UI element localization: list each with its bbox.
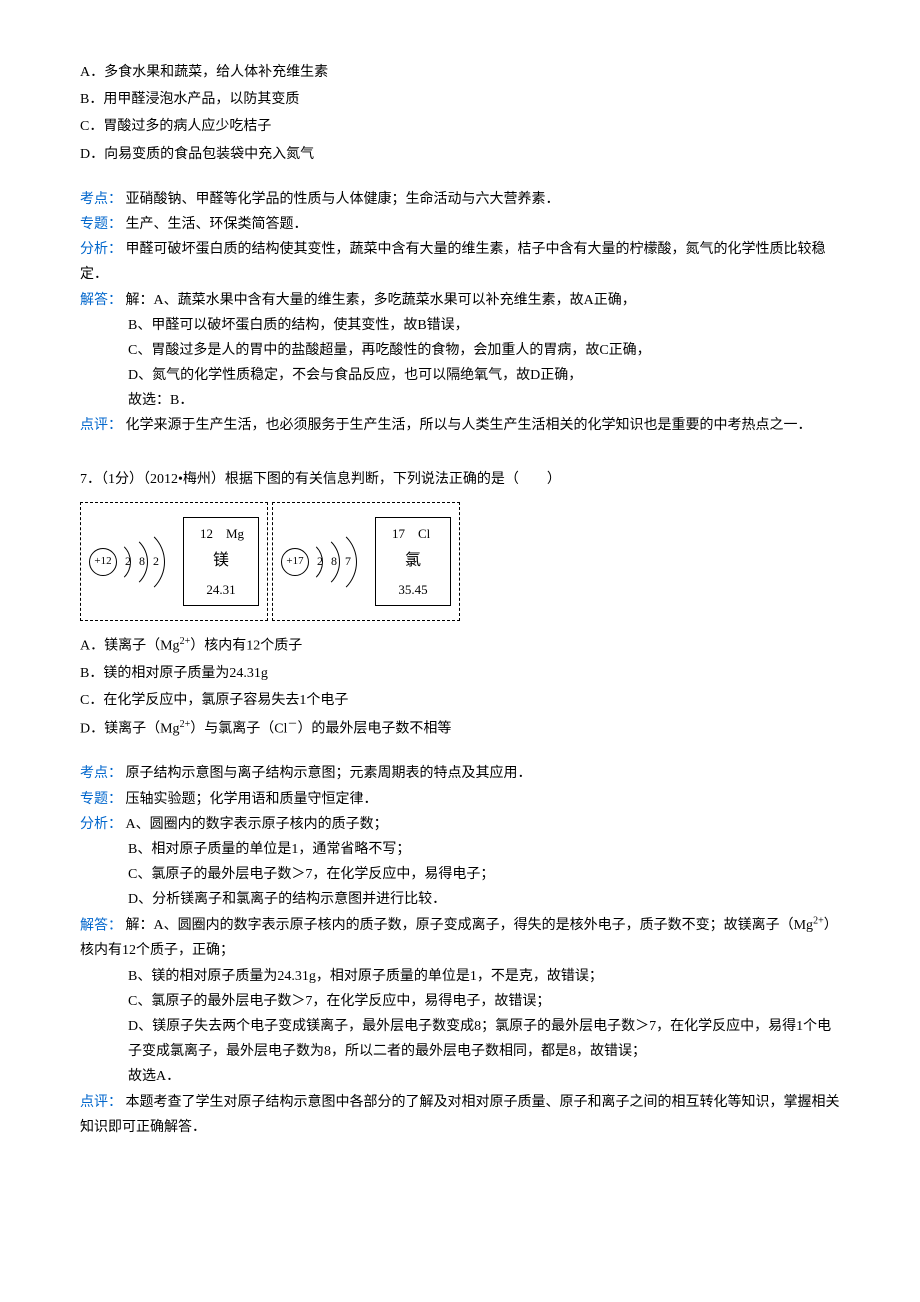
q6-kaodian: 考点： 亚硝酸钠、甲醛等化学品的性质与人体健康；生命活动与六大营养素．: [80, 187, 840, 212]
shell-number: 2: [317, 551, 323, 573]
element-mass: 35.45: [388, 578, 438, 601]
cl-atom-diagram: +17 2 8 7: [281, 532, 367, 592]
shell-number: 7: [345, 551, 351, 573]
kaodian-label: 考点：: [80, 766, 122, 781]
element-number-symbol: 12 Mg: [196, 522, 246, 545]
cl-atom-box: +17 2 8 7 17 Cl 氯 35.45: [272, 502, 460, 622]
shell-number: 8: [331, 551, 337, 573]
jieda-line: D、氮气的化学性质稳定，不会与食品反应，也可以隔绝氧气，故D正确，: [80, 363, 840, 388]
q6-jieda: 解答： 解：A、蔬菜水果中含有大量的维生素，多吃蔬菜水果可以补充维生素，故A正确…: [80, 288, 840, 414]
shell-number: 2: [153, 551, 159, 573]
kaodian-label: 考点：: [80, 192, 122, 207]
q6-fenxi: 分析： 甲醛可破坏蛋白质的结构使其变性，蔬菜中含有大量的维生素，桔子中含有大量的…: [80, 237, 840, 287]
kaodian-text: 原子结构示意图与离子结构示意图；元素周期表的特点及其应用．: [126, 766, 532, 781]
option-b: B．用甲醛浸泡水产品，以防其变质: [80, 87, 840, 112]
q7-zhuanti: 专题： 压轴实验题；化学用语和质量守恒定律．: [80, 787, 840, 812]
jieda-line: 解：A、圆圈内的数字表示原子核内的质子数，原子变成离子，得失的是核外电子，质子数…: [80, 918, 838, 958]
option-a: A．镁离子（Mg2+）核内有12个质子: [80, 633, 840, 659]
dianping-label: 点评：: [80, 1095, 122, 1110]
fenxi-line: D、分析镁离子和氯离子的结构示意图并进行比较．: [80, 887, 840, 912]
zhuanti-label: 专题：: [80, 217, 122, 232]
fenxi-line: C、氯原子的最外层电子数＞7，在化学反应中，易得电子；: [80, 862, 840, 887]
fenxi-text: 甲醛可破坏蛋白质的结构使其变性，蔬菜中含有大量的维生素，桔子中含有大量的柠檬酸，…: [80, 242, 826, 282]
shell-number: 8: [139, 551, 145, 573]
jieda-line: 故选A．: [80, 1064, 840, 1089]
element-name: 镁: [196, 547, 246, 576]
jieda-line: 故选：B．: [80, 388, 840, 413]
jieda-line: C、氯原子的最外层电子数＞7，在化学反应中，易得电子，故错误；: [80, 989, 840, 1014]
dianping-label: 点评：: [80, 418, 122, 433]
fenxi-line: B、相对原子质量的单位是1，通常省略不写；: [80, 837, 840, 862]
cl-element-box: 17 Cl 氯 35.45: [375, 517, 451, 607]
element-number-symbol: 17 Cl: [388, 522, 438, 545]
element-mass: 24.31: [196, 578, 246, 601]
jieda-line: D、镁原子失去两个电子变成镁离子，最外层电子数变成8；氯原子的最外层电子数＞7，…: [80, 1014, 840, 1064]
jieda-line: B、镁的相对原子质量为24.31g，相对原子质量的单位是1，不是克，故错误；: [80, 964, 840, 989]
fenxi-line: A、圆圈内的数字表示原子核内的质子数；: [126, 817, 388, 832]
jieda-line: B、甲醛可以破坏蛋白质的结构，使其变性，故B错误，: [80, 313, 840, 338]
q6-zhuanti: 专题： 生产、生活、环保类简答题．: [80, 212, 840, 237]
dianping-text: 本题考查了学生对原子结构示意图中各部分的了解及对相对原子质量、原子和离子之间的相…: [80, 1095, 840, 1135]
mg-element-box: 12 Mg 镁 24.31: [183, 517, 259, 607]
zhuanti-label: 专题：: [80, 792, 122, 807]
zhuanti-text: 压轴实验题；化学用语和质量守恒定律．: [126, 792, 378, 807]
option-d: D．镁离子（Mg2+）与氯离子（Cl－）的最外层电子数不相等: [80, 716, 840, 742]
q7-options: A．镁离子（Mg2+）核内有12个质子 B．镁的相对原子质量为24.31g C．…: [80, 633, 840, 741]
mg-atom-diagram: +12 2 8 2: [89, 532, 175, 592]
fenxi-label: 分析：: [80, 242, 122, 257]
q7-jieda: 解答： 解：A、圆圈内的数字表示原子核内的质子数，原子变成离子，得失的是核外电子…: [80, 913, 840, 1090]
atom-diagrams: +12 2 8 2 12 Mg 镁 24.31 +17 2 8 7 17 Cl …: [80, 502, 840, 622]
shell-number: 2: [125, 551, 131, 573]
element-name: 氯: [388, 547, 438, 576]
jieda-line: C、胃酸过多是人的胃中的盐酸超量，再吃酸性的食物，会加重人的胃病，故C正确，: [80, 338, 840, 363]
kaodian-text: 亚硝酸钠、甲醛等化学品的性质与人体健康；生命活动与六大营养素．: [126, 192, 560, 207]
q7-kaodian: 考点： 原子结构示意图与离子结构示意图；元素周期表的特点及其应用．: [80, 761, 840, 786]
dianping-text: 化学来源于生产生活，也必须服务于生产生活，所以与人类生产生活相关的化学知识也是重…: [126, 418, 812, 433]
q7-header: 7．（1分）（2012•梅州）根据下图的有关信息判断，下列说法正确的是（ ）: [80, 467, 840, 492]
option-c: C．在化学反应中，氯原子容易失去1个电子: [80, 688, 840, 713]
q6-options: A．多食水果和蔬菜，给人体补充维生素 B．用甲醛浸泡水产品，以防其变质 C．胃酸…: [80, 60, 840, 167]
jieda-label: 解答：: [80, 918, 122, 933]
option-c: C．胃酸过多的病人应少吃桔子: [80, 114, 840, 139]
option-a: A．多食水果和蔬菜，给人体补充维生素: [80, 60, 840, 85]
jieda-label: 解答：: [80, 293, 122, 308]
zhuanti-text: 生产、生活、环保类简答题．: [126, 217, 308, 232]
fenxi-label: 分析：: [80, 817, 122, 832]
mg-atom-box: +12 2 8 2 12 Mg 镁 24.31: [80, 502, 268, 622]
option-d: D．向易变质的食品包装袋中充入氮气: [80, 142, 840, 167]
q6-dianping: 点评： 化学来源于生产生活，也必须服务于生产生活，所以与人类生产生活相关的化学知…: [80, 413, 840, 438]
jieda-line: 解：A、蔬菜水果中含有大量的维生素，多吃蔬菜水果可以补充维生素，故A正确，: [126, 293, 636, 308]
q7-fenxi: 分析： A、圆圈内的数字表示原子核内的质子数； B、相对原子质量的单位是1，通常…: [80, 812, 840, 913]
q7-dianping: 点评： 本题考查了学生对原子结构示意图中各部分的了解及对相对原子质量、原子和离子…: [80, 1090, 840, 1140]
option-b: B．镁的相对原子质量为24.31g: [80, 661, 840, 686]
